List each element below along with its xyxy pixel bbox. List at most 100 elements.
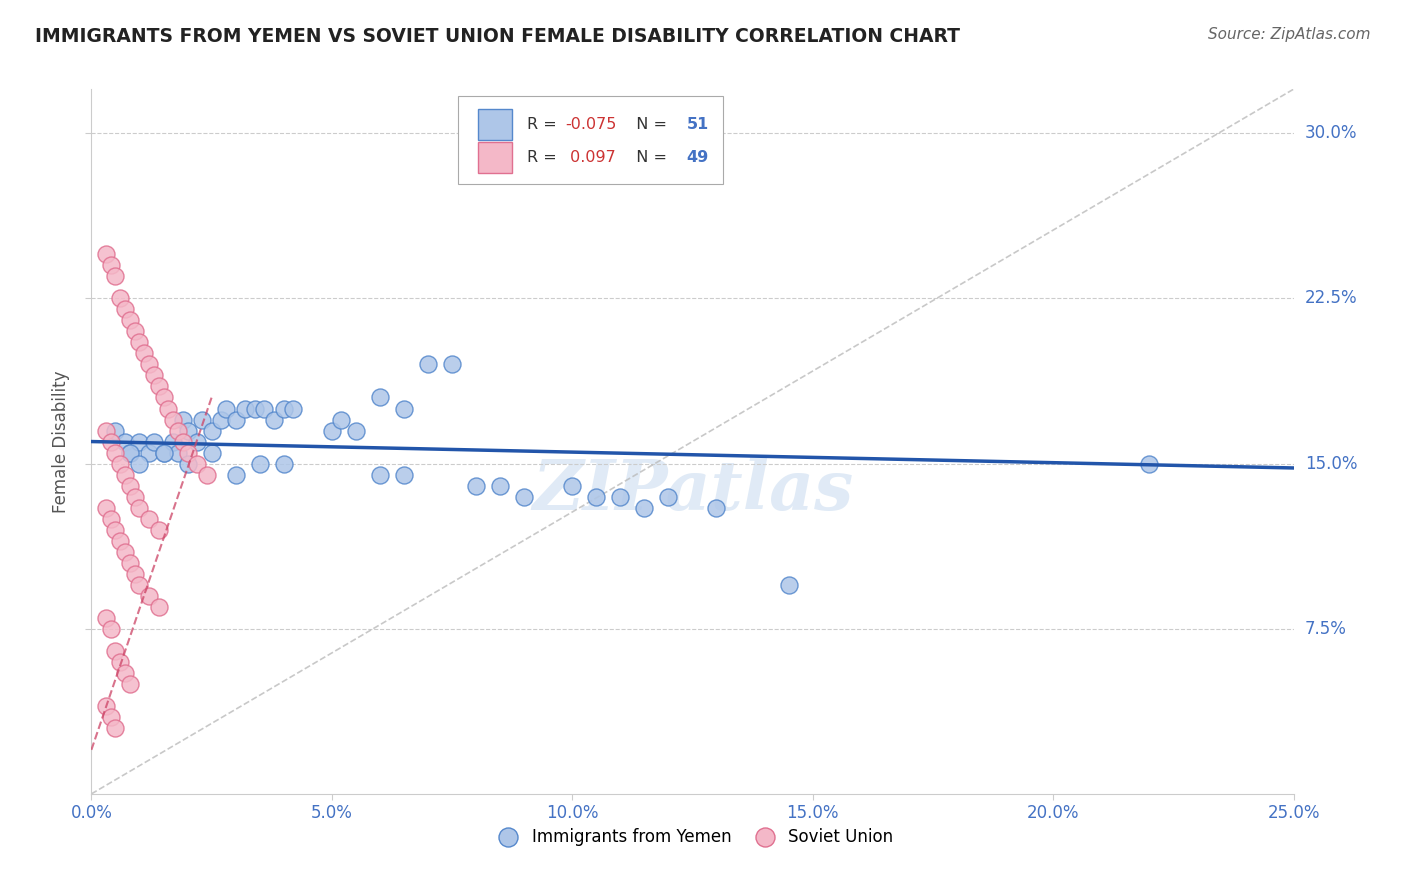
Point	[201, 445, 224, 459]
Point	[114, 467, 136, 482]
Point	[128, 335, 150, 350]
Point	[114, 665, 136, 680]
Y-axis label: Female Disability: Female Disability	[52, 370, 70, 513]
Point	[152, 391, 174, 405]
Point	[128, 500, 150, 515]
Text: 0.097: 0.097	[565, 150, 616, 165]
Point	[94, 698, 117, 713]
Point	[114, 544, 136, 558]
Point	[104, 523, 127, 537]
Text: 22.5%: 22.5%	[1305, 289, 1357, 308]
Point	[167, 445, 190, 459]
Point	[273, 401, 295, 416]
Point	[368, 391, 391, 405]
FancyBboxPatch shape	[458, 96, 723, 185]
Point	[249, 457, 271, 471]
Point	[100, 511, 122, 525]
Point	[186, 457, 208, 471]
Point	[191, 412, 214, 426]
Point	[148, 379, 170, 393]
Point	[104, 269, 127, 284]
Point	[152, 445, 174, 459]
Point	[162, 434, 184, 449]
FancyBboxPatch shape	[478, 142, 512, 173]
Point	[110, 292, 132, 306]
Point	[152, 445, 174, 459]
Point	[138, 358, 160, 372]
Point	[118, 313, 141, 327]
Legend: Immigrants from Yemen, Soviet Union: Immigrants from Yemen, Soviet Union	[485, 822, 900, 853]
Point	[142, 368, 165, 383]
Point	[215, 401, 238, 416]
Point	[657, 490, 679, 504]
Point	[100, 259, 122, 273]
Point	[118, 556, 141, 570]
Point	[167, 424, 190, 438]
Point	[243, 401, 266, 416]
Point	[176, 445, 198, 459]
Text: R =: R =	[527, 117, 561, 132]
Point	[233, 401, 256, 416]
Point	[148, 523, 170, 537]
Point	[124, 566, 146, 581]
Point	[94, 500, 117, 515]
Point	[172, 434, 194, 449]
Point	[110, 655, 132, 669]
Text: -0.075: -0.075	[565, 117, 616, 132]
Point	[263, 412, 285, 426]
Point	[94, 610, 117, 624]
Point	[585, 490, 607, 504]
Point	[633, 500, 655, 515]
Point	[330, 412, 353, 426]
Point	[172, 412, 194, 426]
Text: Source: ZipAtlas.com: Source: ZipAtlas.com	[1208, 27, 1371, 42]
Point	[128, 457, 150, 471]
Point	[110, 533, 132, 548]
Point	[142, 434, 165, 449]
Text: 15.0%: 15.0%	[1305, 455, 1357, 473]
Point	[100, 434, 122, 449]
Point	[110, 457, 132, 471]
Point	[344, 424, 367, 438]
Point	[392, 467, 415, 482]
Point	[100, 710, 122, 724]
Text: 49: 49	[686, 150, 709, 165]
Point	[118, 677, 141, 691]
Point	[124, 325, 146, 339]
Point	[176, 424, 198, 438]
Text: 51: 51	[686, 117, 709, 132]
Point	[201, 424, 224, 438]
Text: N =: N =	[626, 150, 672, 165]
Text: 30.0%: 30.0%	[1305, 124, 1357, 142]
Point	[283, 401, 305, 416]
Point	[225, 412, 247, 426]
Text: ZIPatlas: ZIPatlas	[531, 457, 853, 524]
Point	[1137, 457, 1160, 471]
Point	[273, 457, 295, 471]
Point	[176, 457, 198, 471]
Point	[118, 445, 141, 459]
Point	[465, 478, 488, 492]
Point	[778, 577, 800, 591]
Point	[706, 500, 728, 515]
Point	[157, 401, 180, 416]
Point	[209, 412, 232, 426]
Point	[368, 467, 391, 482]
Point	[440, 358, 463, 372]
Point	[128, 434, 150, 449]
Text: 7.5%: 7.5%	[1305, 620, 1347, 638]
Point	[489, 478, 512, 492]
Point	[162, 412, 184, 426]
Point	[128, 577, 150, 591]
Point	[104, 424, 127, 438]
Text: N =: N =	[626, 117, 672, 132]
Point	[118, 445, 141, 459]
Point	[104, 721, 127, 735]
Point	[104, 445, 127, 459]
Point	[416, 358, 439, 372]
Point	[321, 424, 343, 438]
Point	[138, 511, 160, 525]
Point	[138, 445, 160, 459]
Point	[609, 490, 631, 504]
Point	[513, 490, 536, 504]
